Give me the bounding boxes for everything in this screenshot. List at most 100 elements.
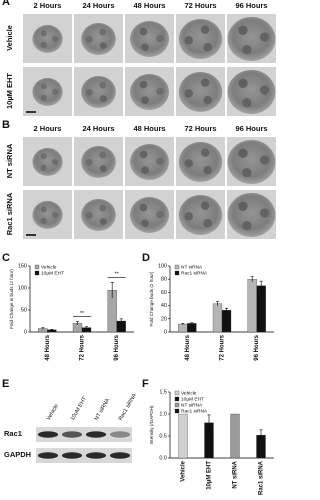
tissue <box>81 146 116 178</box>
blot-row-label: GAPDH <box>4 450 31 459</box>
y-axis-label-group: Intensity (/GAPDH) <box>149 405 154 445</box>
bud <box>200 201 210 210</box>
band <box>109 431 131 438</box>
bud <box>242 221 252 231</box>
legend-label: Rac1 siRNA <box>181 408 208 414</box>
bud <box>40 164 47 171</box>
tissue <box>32 78 63 106</box>
bud <box>139 203 148 212</box>
tissue <box>81 199 116 231</box>
y-axis-label: Fold Change in buds (2 hour) <box>9 269 14 329</box>
lane-label-group: Rac1 siRNA <box>118 393 138 422</box>
x-label-group: 72 Hours <box>220 334 226 360</box>
tissue <box>130 21 169 57</box>
bud <box>184 212 193 221</box>
y-axis-label: Fold Change buds (2 hour) <box>149 271 154 326</box>
legend-swatch <box>34 264 40 270</box>
tissue <box>81 23 116 55</box>
bar <box>221 310 232 333</box>
bud <box>203 218 212 228</box>
bud <box>86 35 93 43</box>
bud <box>238 201 248 211</box>
legend-label: Vehicle <box>181 390 197 396</box>
bud <box>141 96 149 104</box>
y-axis-label-group: Fold Change in buds (2 hour) <box>9 269 14 329</box>
band <box>61 431 83 438</box>
lane-label-group: Vehicle <box>46 403 60 421</box>
y-axis-label-group: Fold Change buds (2 hour) <box>149 271 154 326</box>
band <box>109 452 131 459</box>
bud <box>200 25 210 34</box>
x-label-group: NT siRNA <box>233 460 239 488</box>
bud <box>52 159 59 165</box>
bud <box>52 36 59 42</box>
bar <box>247 279 257 333</box>
x-label-group: Rac1 siRNA <box>259 460 265 495</box>
column-header: 48 Hours <box>133 124 165 133</box>
y-tick-label: 60 <box>161 290 167 296</box>
band <box>37 431 59 438</box>
tissue <box>81 76 116 108</box>
bud <box>99 218 107 226</box>
bud <box>260 85 270 95</box>
lane-label: 10uM EHT <box>70 395 89 421</box>
bud <box>200 78 210 87</box>
x-label-group: 48 Hours <box>185 334 191 360</box>
x-tick-label: 48 Hours <box>45 334 51 360</box>
band <box>37 452 59 459</box>
figure: A 2 Hours 24 Hours 48 Hours 72 Hours 96 Hours… <box>2 0 277 495</box>
row-label-group: 10µM EHT <box>5 73 14 109</box>
bud <box>141 166 149 174</box>
bud <box>141 43 149 51</box>
bud <box>242 98 252 108</box>
y-tick-label: 1.5 <box>159 389 167 395</box>
bud <box>86 88 93 96</box>
bud <box>86 211 93 219</box>
column-header: 24 Hours <box>82 1 114 10</box>
bud <box>139 27 148 36</box>
column-header: 72 Hours <box>184 124 216 133</box>
significance-label: ** <box>80 311 85 317</box>
y-tick-label: 40 <box>161 303 167 309</box>
blot-strip <box>36 427 132 442</box>
bud <box>139 150 148 159</box>
y-tick-label: 0 <box>24 329 27 335</box>
band <box>85 431 107 438</box>
bud <box>260 155 270 165</box>
bud <box>156 34 164 43</box>
y-tick-label: 150 <box>18 263 27 269</box>
bud <box>184 159 193 168</box>
row-label: Vehicle <box>5 25 14 51</box>
column-header: 24 Hours <box>82 124 114 133</box>
legend-label: NT siRNA <box>181 264 203 270</box>
tissue <box>130 74 169 110</box>
bar <box>212 303 223 333</box>
y-tick-label: 0.5 <box>159 433 167 439</box>
bud <box>156 87 164 96</box>
bud <box>260 208 270 218</box>
x-tick-label: 72 Hours <box>220 334 226 360</box>
column-header: 96 Hours <box>235 124 267 133</box>
bud <box>141 219 149 227</box>
blot-strip <box>36 448 132 463</box>
bud <box>242 168 252 178</box>
x-label-group: 96 Hours <box>254 334 260 360</box>
tissue <box>32 148 63 176</box>
panel-letter: D <box>142 252 150 264</box>
legend-label: NT siRNA <box>181 402 203 408</box>
legend-swatch <box>174 390 180 396</box>
legend-swatch <box>174 402 180 408</box>
column-header: 2 Hours <box>34 1 62 10</box>
panel-letter: A <box>2 0 10 8</box>
bud <box>86 158 93 166</box>
row-label-group: NT siRNA <box>5 143 14 178</box>
x-tick-label: 72 Hours <box>80 334 86 360</box>
x-tick-label: Vehicle <box>181 460 187 481</box>
column-header: 2 Hours <box>34 124 62 133</box>
bud <box>99 151 107 159</box>
bud <box>238 148 248 158</box>
legend-label: 10µM EHT <box>41 270 64 276</box>
band <box>61 452 83 459</box>
bud <box>184 89 193 98</box>
column-header: 72 Hours <box>184 1 216 10</box>
